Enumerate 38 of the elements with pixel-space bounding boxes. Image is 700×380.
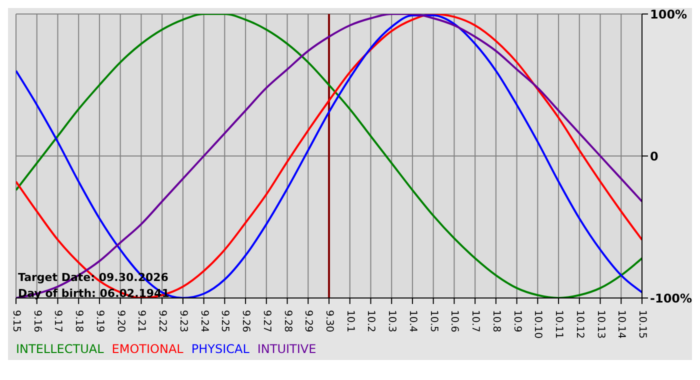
x-tick-label: 10.1 [344, 310, 356, 332]
x-tick-label: 9.21 [136, 310, 147, 332]
x-tick-label: 10.3 [386, 310, 398, 332]
text: INTELLECTUAL [16, 342, 104, 356]
x-tick-label: 9.16 [31, 310, 42, 332]
x-tick-label: 10.12 [574, 310, 585, 339]
x-tick-label: 10.8 [490, 310, 502, 332]
x-tick-label: 9.29 [302, 310, 314, 332]
x-tick-label: 9.22 [156, 310, 168, 332]
x-tick-label: 9.26 [240, 310, 252, 332]
y-tick-label: 0 [650, 149, 658, 164]
text: PHYSICAL [191, 342, 250, 356]
x-tick-label: 9.25 [219, 310, 230, 332]
x-tick-label: 9.23 [177, 310, 188, 332]
x-tick-label: 9.27 [260, 310, 272, 332]
x-tick-label: 9.15 [10, 310, 22, 332]
x-tick-label: 9.24 [198, 310, 210, 332]
text: EMOTIONAL [112, 342, 184, 356]
x-tick-label: 10.14 [616, 310, 627, 339]
text: INTUITIVE [257, 342, 316, 356]
x-tick-label: 9.30 [324, 310, 334, 332]
x-tick-label: 10.5 [428, 310, 439, 332]
x-tick-label: 10.7 [470, 310, 481, 332]
x-tick-label: 10.6 [448, 310, 460, 332]
x-tick-label: 10.9 [511, 310, 522, 332]
x-tick-label: 9.28 [282, 310, 293, 332]
x-tick-label: 10.4 [406, 310, 418, 332]
x-tick-label: 10.11 [553, 310, 564, 339]
x-tick-label: 9.19 [94, 310, 105, 332]
x-tick-label: 10.15 [636, 310, 648, 339]
x-tick-label: 10.10 [532, 310, 544, 339]
x-tick-label: 10.13 [594, 310, 606, 339]
x-tick-label: 9.17 [52, 310, 64, 332]
x-tick-label: 10.2 [365, 310, 376, 332]
x-tick-label: 9.18 [73, 310, 84, 332]
y-tick-label: 100% [650, 7, 688, 22]
y-tick-label: -100% [650, 291, 692, 306]
x-tick-label: 9.20 [114, 310, 126, 332]
